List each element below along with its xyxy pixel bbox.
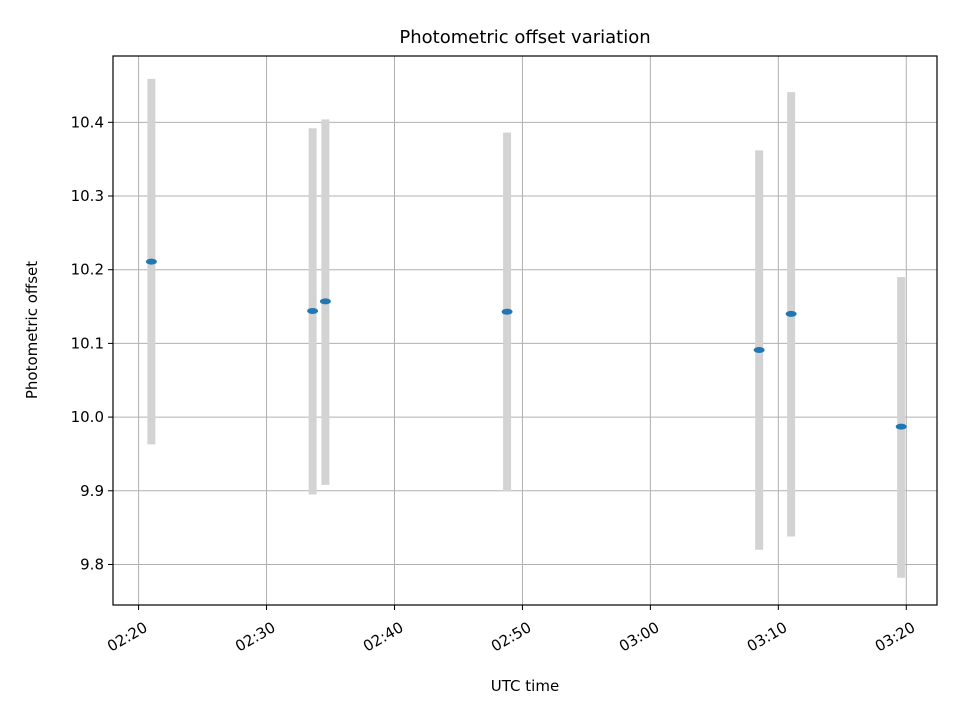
data-point — [307, 307, 319, 314]
y-tick-label: 9.8 — [80, 555, 104, 573]
data-points — [145, 258, 907, 430]
data-point — [145, 258, 157, 265]
data-point — [501, 308, 513, 315]
data-point — [753, 347, 765, 354]
y-tick-label: 10.3 — [71, 187, 104, 205]
y-tick-label: 10.4 — [71, 113, 104, 131]
y-tick-label: 10.0 — [71, 408, 104, 426]
chart-title: Photometric offset variation — [399, 27, 650, 48]
plot-frame — [112, 55, 938, 606]
y-axis-label: Photometric offset — [23, 261, 41, 399]
data-point — [319, 298, 331, 305]
data-point — [895, 423, 907, 430]
y-tick-label: 9.9 — [80, 482, 104, 500]
y-axis-ticks: 9.8 9.9 10.0 10.1 10.2 10.3 10.4 — [71, 113, 113, 573]
y-tick-label: 10.1 — [71, 334, 104, 352]
grid — [113, 56, 937, 605]
x-axis-label: UTC time — [491, 677, 559, 695]
y-tick-label: 10.2 — [71, 261, 104, 279]
data-point — [785, 310, 797, 317]
